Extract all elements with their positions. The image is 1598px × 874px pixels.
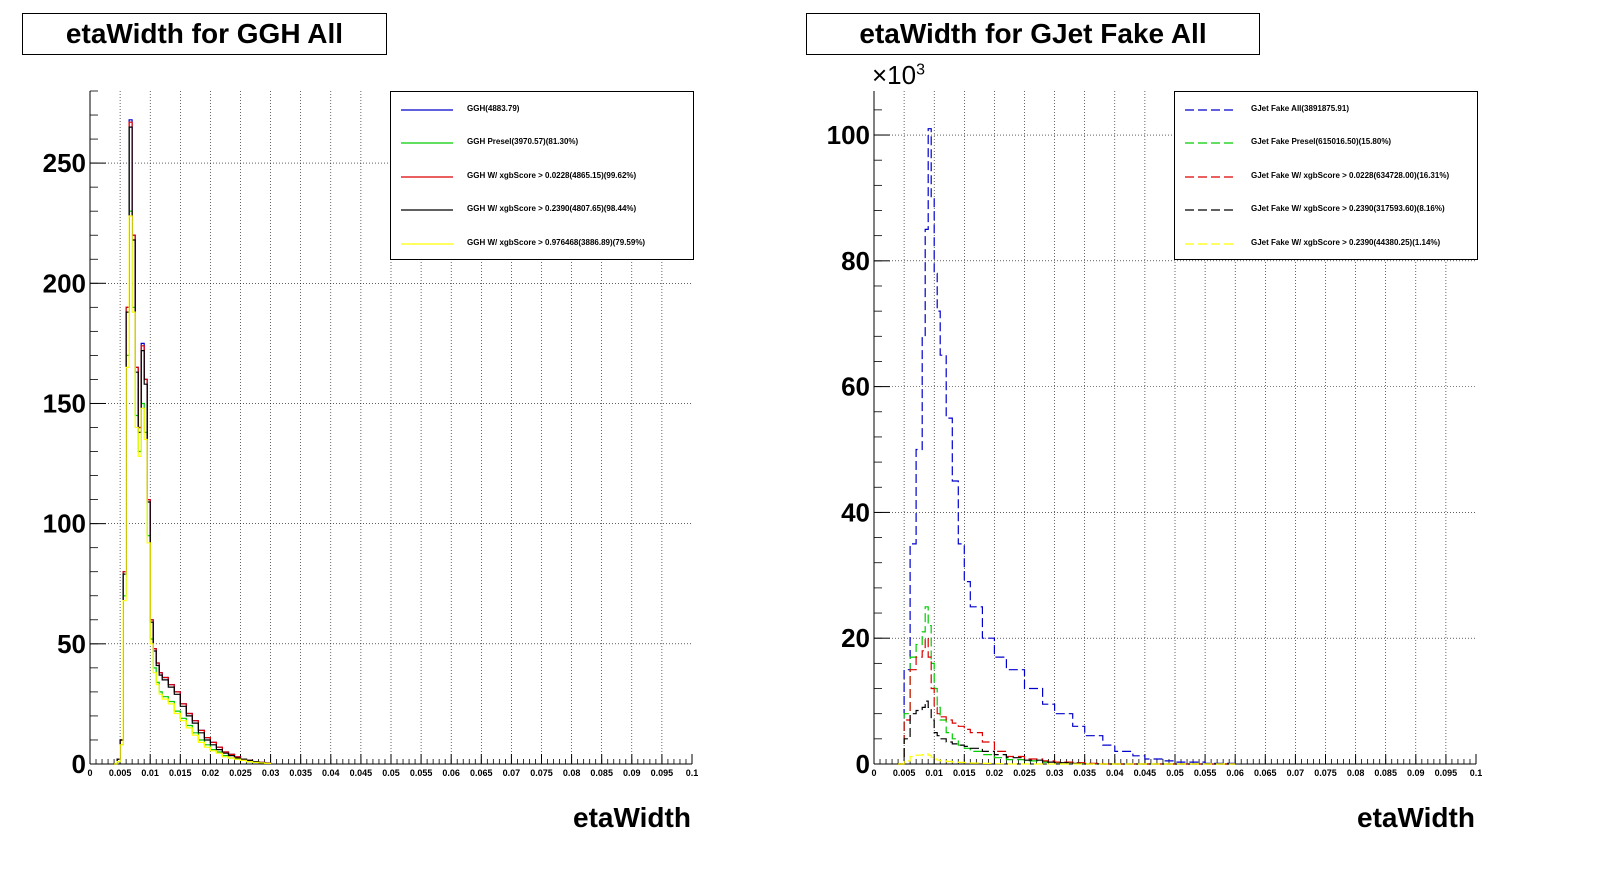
series-line — [114, 126, 272, 765]
panel-gjet: etaWidth for GJet Fake All 0 0.005 0.01 0.0… — [784, 0, 1583, 874]
series-line — [898, 637, 1236, 765]
y-tick-label: 60 — [841, 372, 870, 402]
x-tick-label: 0.015 — [169, 768, 192, 778]
x-tick-label: 0.055 — [410, 768, 433, 778]
legend-label: GJet Fake W/ xgbScore > 0.2390(44380.25)… — [1251, 238, 1441, 247]
x-tick-label: 0.04 — [1106, 768, 1124, 778]
x-tick-label: 0 — [87, 768, 92, 778]
y-tick-label: 150 — [43, 388, 86, 418]
x-tick-label: 0.01 — [925, 768, 943, 778]
x-tick-label: 0.09 — [1407, 768, 1425, 778]
x-tick-label: 0 — [871, 768, 876, 778]
series-line — [114, 215, 272, 765]
y-tick-label: 20 — [841, 623, 870, 653]
legend-label: GJet Fake Presel(615016.50)(15.80%) — [1251, 137, 1392, 146]
x-tick-label: 0.07 — [503, 768, 521, 778]
x-axis-label: etaWidth — [1357, 802, 1475, 833]
legend-label: GGH(4883.79) — [467, 104, 520, 113]
y-tick-label: 40 — [841, 497, 870, 527]
legend-label: GGH W/ xgbScore > 0.0228(4865.15)(99.62%… — [467, 171, 637, 180]
x-tick-label: 0.07 — [1287, 768, 1305, 778]
x-tick-label: 0.1 — [686, 768, 699, 778]
x-tick-label: 0.09 — [623, 768, 641, 778]
y-tick-label: 50 — [57, 629, 86, 659]
plot-area: 0 0.005 0.01 0.015 0.02 0.025 0.03 0.035 0.04 0.0… — [43, 90, 699, 779]
series-line — [898, 753, 1236, 765]
x-tick-label: 0.085 — [590, 768, 613, 778]
legend-entry: GJet Fake All(3891875.91) — [1175, 100, 1477, 120]
x-tick-label: 0.045 — [350, 768, 373, 778]
series-line — [114, 210, 272, 765]
legend-label: GJet Fake W/ xgbScore > 0.2390(317593.60… — [1251, 204, 1445, 213]
x-tick-label: 0.1 — [1470, 768, 1483, 778]
x-tick-label: 0.01 — [141, 768, 159, 778]
series-line — [114, 121, 272, 765]
x-tick-label: 0.025 — [1013, 768, 1036, 778]
x-tick-label: 0.05 — [1166, 768, 1184, 778]
y-tick-label: 0 — [72, 749, 86, 779]
x-tick-label: 0.035 — [1073, 768, 1096, 778]
legend-label: GJet Fake All(3891875.91) — [1251, 104, 1349, 113]
legend-entry: GJet Fake W/ xgbScore > 0.0228(634728.00… — [1175, 167, 1477, 187]
x-tick-label: 0.02 — [202, 768, 220, 778]
x-tick-label: 0.005 — [893, 768, 916, 778]
x-tick-label: 0.075 — [530, 768, 553, 778]
x-tick-label: 0.06 — [442, 768, 460, 778]
legend-label: GGH Presel(3970.57)(81.30%) — [467, 137, 579, 146]
x-tick-label: 0.075 — [1314, 768, 1337, 778]
y-tick-label: 250 — [43, 148, 86, 178]
y-multiplier: ×103 — [872, 60, 925, 91]
x-tick-label: 0.035 — [289, 768, 312, 778]
chart-title: etaWidth for GGH All — [22, 13, 387, 55]
x-tick-label: 0.065 — [470, 768, 493, 778]
series-line — [898, 606, 1236, 765]
legend-entry: GGH W/ xgbScore > 0.0228(4865.15)(99.62%… — [391, 167, 693, 187]
legend-entry: GGH(4883.79) — [391, 100, 693, 120]
plot-area: 0 0.005 0.01 0.015 0.02 0.025 0.03 0.035 0.04 0.0… — [827, 91, 1483, 779]
x-tick-label: 0.08 — [1347, 768, 1365, 778]
y-tick-label: 0 — [856, 749, 870, 779]
legend-entry: GJet Fake W/ xgbScore > 0.2390(317593.60… — [1175, 200, 1477, 220]
y-tick-label: 100 — [43, 509, 86, 539]
x-tick-label: 0.05 — [382, 768, 400, 778]
x-tick-label: 0.005 — [109, 768, 132, 778]
x-tick-label: 0.095 — [651, 768, 674, 778]
y-tick-label: 100 — [827, 120, 870, 150]
x-tick-label: 0.03 — [262, 768, 280, 778]
legend-entry: GGH W/ xgbScore > 0.2390(4807.65)(98.44%… — [391, 200, 693, 220]
x-axis-label: etaWidth — [573, 802, 691, 833]
x-tick-label: 0.045 — [1134, 768, 1157, 778]
x-tick-label: 0.02 — [986, 768, 1004, 778]
legend-entry: GJet Fake W/ xgbScore > 0.2390(44380.25)… — [1175, 234, 1477, 254]
y-multiplier-base: ×10 — [872, 60, 917, 90]
x-tick-label: 0.04 — [322, 768, 340, 778]
x-tick-label: 0.095 — [1435, 768, 1458, 778]
y-tick-label: 80 — [841, 246, 870, 276]
x-tick-label: 0.08 — [563, 768, 581, 778]
chart-title: etaWidth for GJet Fake All — [806, 13, 1260, 55]
legend: GGH(4883.79) GGH Presel(3970.57)(81.30%)… — [390, 91, 694, 260]
y-tick-label: 200 — [43, 268, 86, 298]
x-tick-label: 0.055 — [1194, 768, 1217, 778]
legend-entry: GJet Fake Presel(615016.50)(15.80%) — [1175, 133, 1477, 153]
x-tick-label: 0.065 — [1254, 768, 1277, 778]
series-line — [898, 128, 1236, 765]
panel-ggh: etaWidth for GGH All 0 0.005 0.01 0.015 0.02… — [22, 13, 699, 833]
x-tick-label: 0.03 — [1046, 768, 1064, 778]
x-tick-label: 0.015 — [953, 768, 976, 778]
legend-entry: GGH W/ xgbScore > 0.976468(3886.89)(79.5… — [391, 234, 693, 254]
x-tick-label: 0.06 — [1226, 768, 1244, 778]
series-line — [114, 119, 272, 765]
x-tick-label: 0.085 — [1374, 768, 1397, 778]
legend-label: GGH W/ xgbScore > 0.2390(4807.65)(98.44%… — [467, 204, 637, 213]
x-tick-label: 0.025 — [229, 768, 252, 778]
legend: GJet Fake All(3891875.91) GJet Fake Pres… — [1174, 91, 1478, 260]
legend-entry: GGH Presel(3970.57)(81.30%) — [391, 133, 693, 153]
legend-label: GJet Fake W/ xgbScore > 0.0228(634728.00… — [1251, 171, 1450, 180]
legend-label: GGH W/ xgbScore > 0.976468(3886.89)(79.5… — [467, 238, 646, 247]
y-multiplier-exp: 3 — [916, 61, 926, 79]
